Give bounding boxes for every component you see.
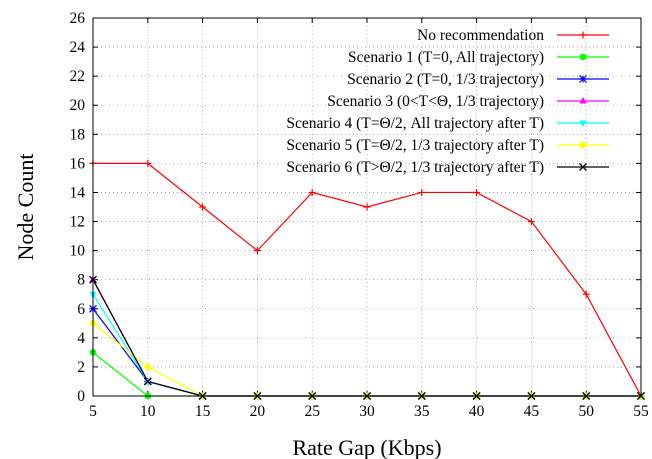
y-tick-label: 14 — [70, 184, 86, 201]
plus-marker — [418, 188, 426, 196]
x-tick-label: 20 — [250, 403, 266, 420]
x-tick-label: 40 — [469, 403, 485, 420]
legend-label: Scenario 2 (T=0, 1/3 trajectory) — [347, 71, 544, 88]
triangle-down-marker — [579, 120, 587, 127]
legend-label: Scenario 4 (T=Θ/2, All trajectory after … — [286, 115, 544, 132]
series-line-5 — [92, 293, 641, 397]
plus-marker — [199, 203, 207, 211]
y-tick-label: 20 — [70, 97, 86, 114]
x-tick-label: 35 — [414, 403, 430, 420]
legend-label: Scenario 6 (T>Θ/2, 1/3 trajectory after … — [286, 159, 544, 176]
triangle-marker — [579, 97, 587, 104]
y-axis-title: Node Count — [13, 154, 38, 261]
y-tick-label: 18 — [70, 126, 86, 143]
y-tick-label: 12 — [70, 214, 86, 231]
plus-marker — [473, 188, 481, 196]
circle-marker — [144, 363, 152, 371]
circle-marker — [579, 53, 587, 61]
star-marker — [579, 75, 587, 83]
x-tick-label: 55 — [633, 403, 649, 420]
cross-marker — [143, 377, 152, 386]
y-tick-label: 16 — [70, 155, 86, 172]
y-tick-label: 10 — [70, 243, 86, 260]
plus-marker — [582, 290, 590, 298]
legend-label: Scenario 3 (0<T<Θ, 1/3 trajectory) — [327, 93, 544, 110]
legend-label: Scenario 1 (T=0, All trajectory) — [348, 49, 544, 66]
x-tick-label: 25 — [304, 403, 320, 420]
legend-label: Scenario 5 (T=Θ/2, 1/3 trajectory after … — [286, 137, 544, 154]
y-tick-label: 2 — [77, 359, 85, 376]
plus-marker — [363, 203, 371, 211]
legend-label: No recommendation — [417, 27, 544, 44]
plot-frame — [92, 17, 642, 397]
plus-marker — [308, 188, 316, 196]
grid-lines — [93, 18, 641, 396]
y-tick-label: 26 — [70, 10, 86, 27]
y-tick-label: 6 — [77, 301, 85, 318]
legend: No recommendation Scenario 1 (T=0, All tr… — [286, 27, 609, 176]
x-axis-title: Rate Gap (Kbps) — [292, 435, 441, 459]
y-tick-label: 8 — [77, 272, 85, 289]
circle-marker — [579, 141, 587, 149]
cross-marker — [579, 163, 587, 171]
y-tick-label: 4 — [77, 330, 85, 347]
plus-marker — [144, 159, 152, 167]
x-tick-label: 50 — [578, 403, 594, 420]
plus-marker — [579, 31, 587, 39]
y-tick-label: 0 — [77, 388, 85, 405]
x-tick-label: 5 — [89, 403, 97, 420]
y-tick-label: 24 — [70, 39, 86, 56]
x-tick-label: 30 — [359, 403, 375, 420]
x-tick-label: 45 — [524, 403, 540, 420]
axis-ticks: 5 10 15 20 25 30 35 40 45 50 550246810121416182022… — [70, 10, 650, 420]
plus-marker — [253, 247, 261, 255]
y-tick-label: 22 — [70, 68, 86, 85]
x-tick-label: 15 — [195, 403, 211, 420]
x-tick-label: 10 — [140, 403, 156, 420]
plus-marker — [527, 218, 535, 226]
